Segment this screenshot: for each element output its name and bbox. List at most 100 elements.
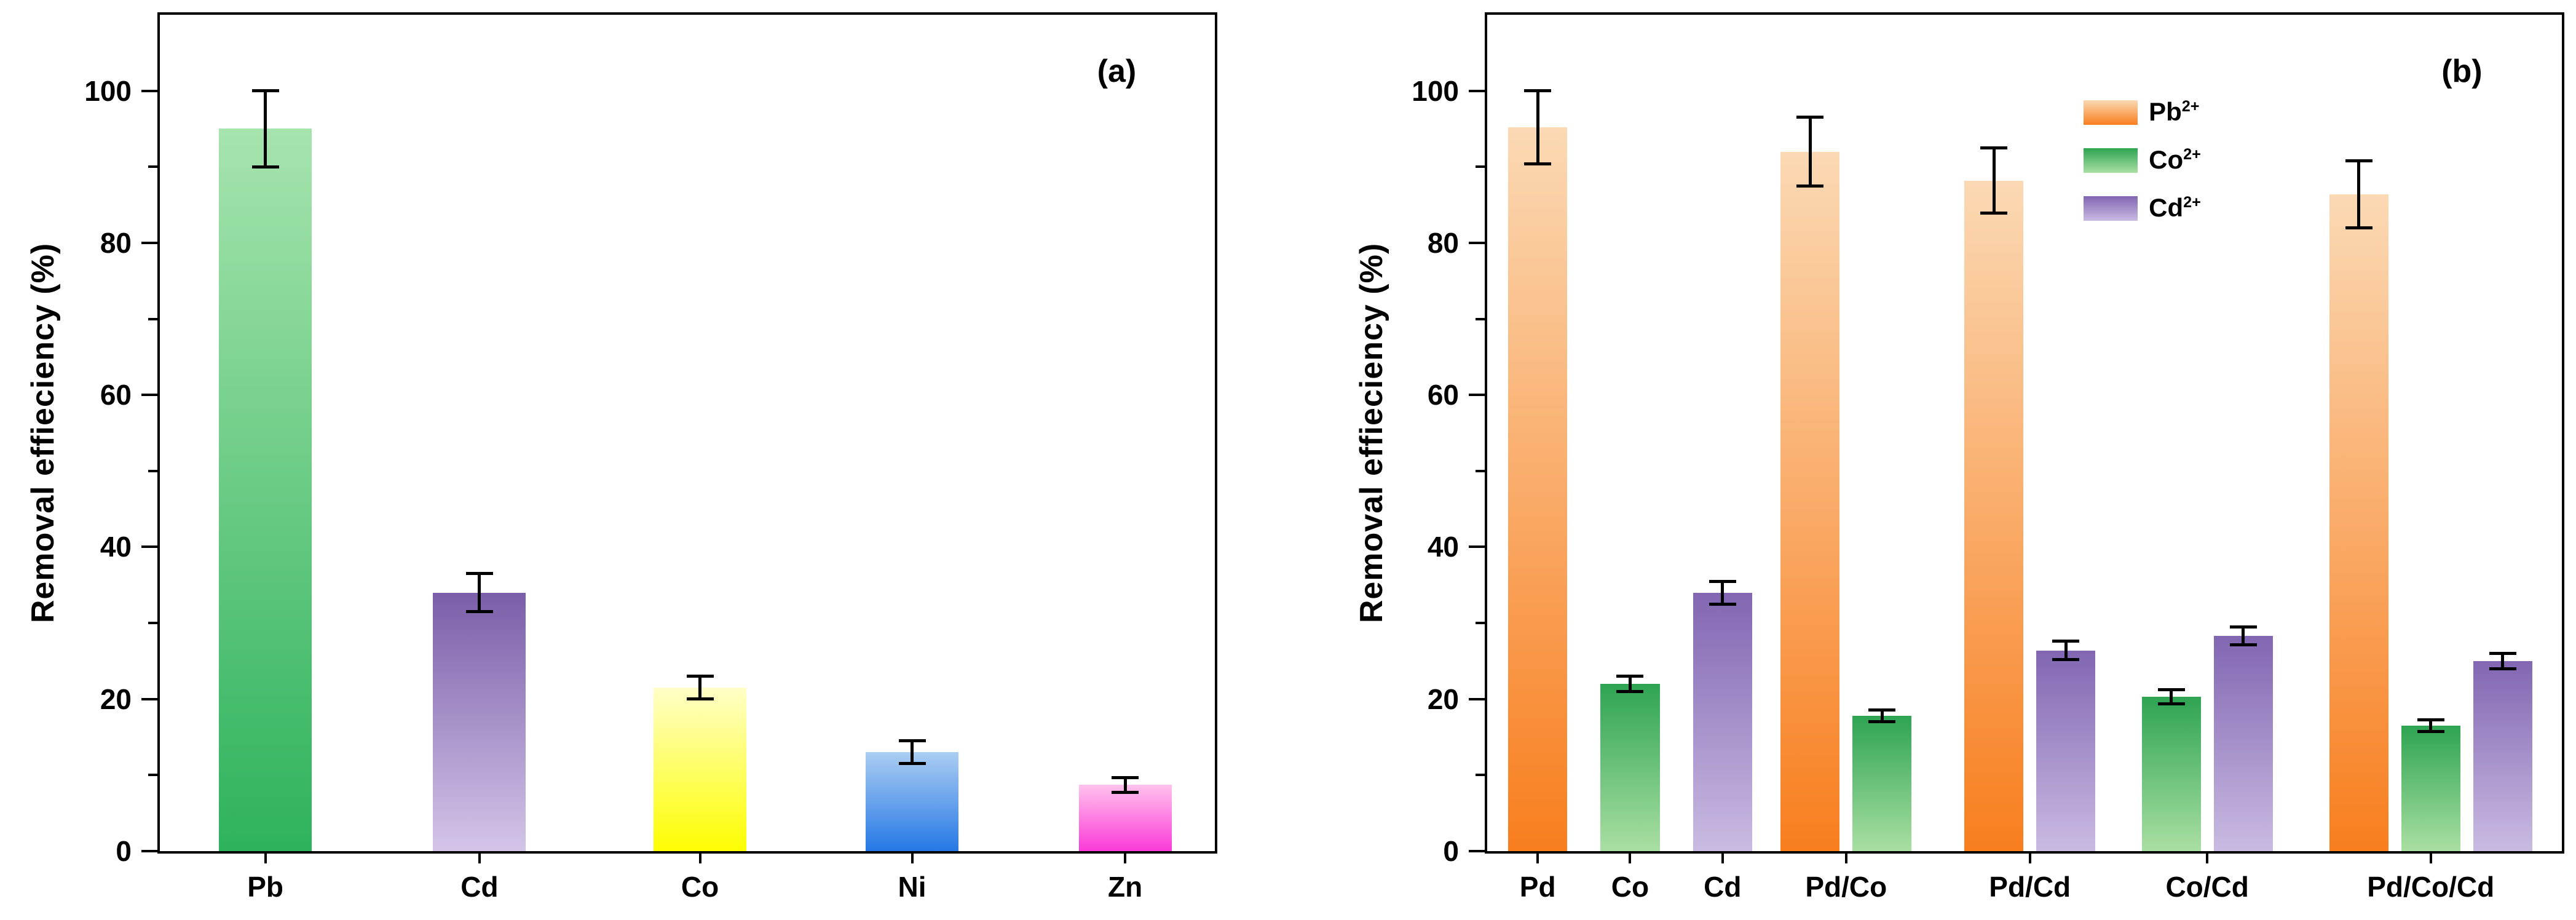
bar-Cd — [433, 592, 526, 851]
y-major-tick — [141, 89, 157, 92]
y-major-tick — [1469, 241, 1485, 244]
panel-a: Removal effieciency (%) 0 20 40 60 80 100 Pb Cd C… — [25, 12, 1217, 903]
plot-area: 0 20 40 60 80 100 Pd Co Cd Pd/Co Pd/Cd Co/Cd Pd/Co/C… — [1412, 12, 2564, 903]
error-bar-line — [1808, 117, 1812, 186]
error-bar-cap-bottom — [1980, 212, 2008, 215]
error-bar-line — [2064, 641, 2068, 660]
legend-ion-charge: 2+ — [2181, 98, 2200, 115]
bar-Pd/Cd-Cd — [2036, 650, 2096, 851]
x-tick-label: Pd — [1519, 871, 1556, 903]
error-bar-cap-top — [1524, 89, 1552, 93]
error-bar-line — [2242, 627, 2245, 645]
error-bar-cap-bottom — [2345, 226, 2373, 229]
x-tick — [264, 854, 267, 863]
error-bar-cap-top — [465, 572, 493, 576]
legend-ion-symbol: Cd — [2149, 193, 2184, 222]
x-tick — [2206, 854, 2209, 863]
bar-Co-Co — [1600, 684, 1660, 851]
y-major-tick — [141, 850, 157, 852]
error-bar-cap-top — [1980, 146, 2008, 149]
error-bar-cap-top — [2157, 688, 2185, 692]
error-bar-cap-top — [251, 89, 279, 93]
legend-item: Co2+ — [2084, 139, 2342, 182]
error-bar-cap-top — [2489, 652, 2516, 656]
x-tick-label: Cd — [460, 871, 499, 903]
error-bar-cap-top — [1112, 775, 1139, 779]
y-major-tick — [141, 697, 157, 700]
plot-area: 0 20 40 60 80 100 Pb Cd Co Ni Zn (a) — [84, 12, 1217, 903]
error-bar-line — [1536, 90, 1539, 164]
y-major-tick — [141, 545, 157, 549]
y-tick-label: 100 — [84, 74, 132, 107]
legend-item: Cd2+ — [2084, 187, 2342, 230]
y-tick-label: 20 — [100, 683, 132, 715]
x-tick — [1536, 854, 1539, 863]
y-tick-label: 0 — [1443, 835, 1459, 867]
y-tick-label: 40 — [100, 531, 132, 563]
x-tick — [698, 854, 701, 863]
legend-swatch-Cd — [2084, 196, 2138, 221]
error-bar-cap-bottom — [2489, 667, 2516, 670]
error-bar-cap-top — [2417, 718, 2444, 721]
legend-ion-symbol: Co — [2149, 145, 2184, 174]
error-bar-line — [1721, 581, 1725, 605]
error-bar-line — [698, 676, 702, 699]
y-minor-tick — [1476, 774, 1485, 777]
x-tick — [1844, 854, 1847, 863]
axis-top — [1485, 12, 2564, 15]
x-tick — [2028, 854, 2031, 863]
x-tick-label: Pd/Cd — [1989, 871, 2071, 903]
y-minor-tick — [1476, 317, 1485, 320]
y-tick-label: 60 — [1427, 379, 1459, 411]
error-bar-cap-top — [2229, 625, 2257, 629]
y-minor-tick — [148, 317, 157, 320]
x-tick-label: Co — [1611, 871, 1650, 903]
x-tick — [1721, 854, 1724, 863]
axis-bottom — [157, 851, 1217, 854]
x-tick-label: Ni — [898, 871, 926, 903]
y-major-tick — [141, 394, 157, 397]
panel-label: (a) — [1097, 54, 1137, 89]
error-bar-cap-top — [686, 675, 714, 678]
error-bar-cap-top — [1796, 116, 1824, 119]
y-tick-label: 60 — [100, 379, 132, 411]
error-bar-cap-bottom — [1868, 720, 1896, 724]
bar-Cd-Cd — [1693, 592, 1752, 851]
bar-Pd/Co/Cd-Co — [2401, 726, 2460, 851]
y-minor-tick — [148, 622, 157, 625]
y-minor-tick — [1476, 469, 1485, 472]
error-bar-cap-top — [1868, 708, 1896, 712]
y-axis-title: Removal effieciency (%) — [25, 242, 61, 624]
bar-Zn — [1078, 785, 1172, 851]
legend-label: Pb2+ — [2149, 91, 2199, 133]
legend-label: Co2+ — [2149, 139, 2201, 181]
error-bar-line — [2170, 689, 2173, 704]
legend-ion-symbol: Pb — [2149, 97, 2182, 126]
bar-Pd/Co/Cd-Pb — [2329, 194, 2388, 851]
axis-bottom — [1485, 851, 2564, 854]
x-tick — [1124, 854, 1127, 863]
error-bar-line — [2501, 653, 2505, 669]
y-tick-label: 100 — [1412, 74, 1459, 107]
legend-swatch-Co — [2084, 148, 2138, 173]
error-bar-line — [911, 740, 914, 764]
error-bar-cap-bottom — [1524, 162, 1552, 165]
x-tick-label: Co — [681, 871, 719, 903]
y-major-tick — [1469, 394, 1485, 397]
bar-Pb — [219, 129, 312, 851]
error-bar-cap-bottom — [2229, 643, 2257, 647]
error-bar-cap-bottom — [251, 165, 279, 169]
legend-label: Cd2+ — [2149, 187, 2201, 229]
error-bar-cap-bottom — [898, 762, 926, 766]
x-tick — [1629, 854, 1632, 863]
error-bar-cap-bottom — [2417, 730, 2444, 734]
error-bar-line — [264, 90, 267, 167]
error-bar-cap-bottom — [1112, 791, 1139, 795]
y-minor-tick — [148, 774, 157, 777]
error-bar-line — [1880, 710, 1884, 722]
panel-b: Removal effieciency (%) 0 20 40 60 80 100 Pd Co C… — [1288, 0, 2576, 920]
y-major-tick — [1469, 89, 1485, 92]
error-bar-cap-top — [1709, 579, 1736, 583]
x-tick — [478, 854, 481, 863]
legend-swatch-Pb — [2084, 100, 2138, 125]
